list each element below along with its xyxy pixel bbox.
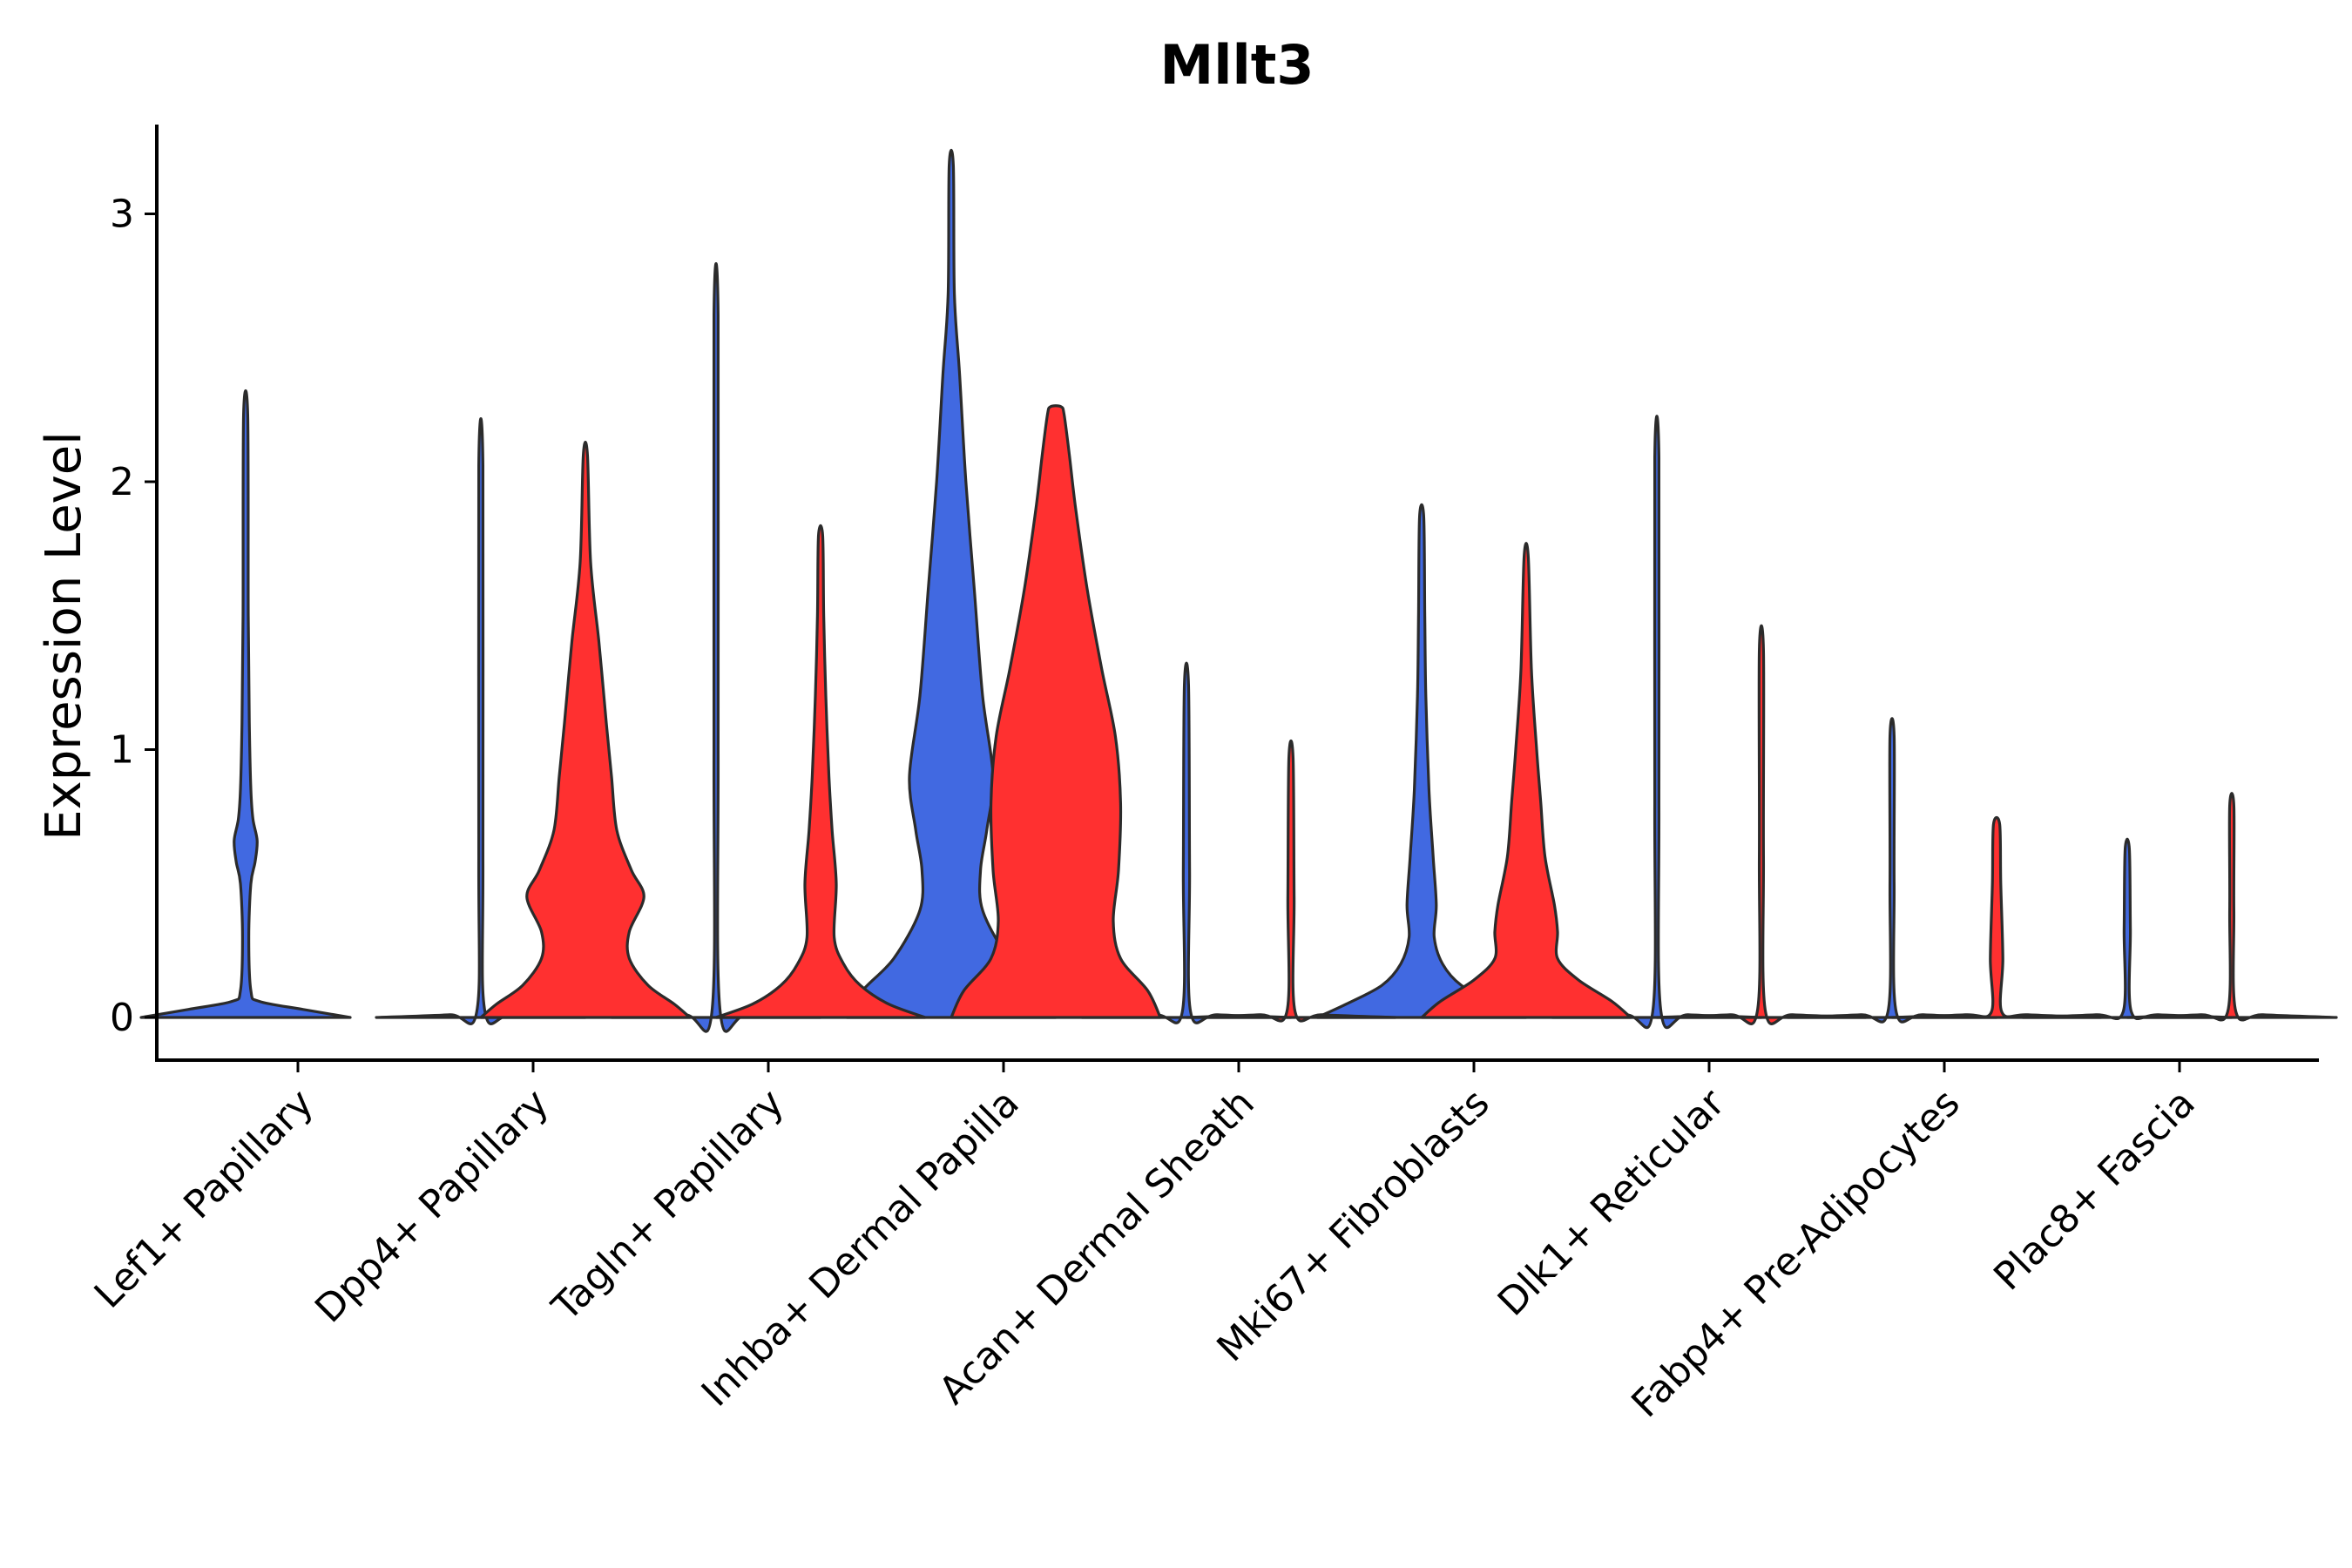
violin-1-plac8-fascia (2021, 837, 2234, 1021)
violin-1-acan-dermal-sheath (1080, 661, 1293, 1024)
y-axis-label: Expression Level (36, 431, 92, 841)
violin-1-tagln-papillary (610, 262, 822, 1033)
x-tick-label: Mki67+ Fibroblasts (1208, 1081, 1497, 1370)
violin-2-plac8-fascia (2126, 792, 2338, 1022)
y-tick-label: 0 (110, 996, 134, 1040)
chart-title: Mllt3 (1160, 33, 1315, 97)
violin-2-fabp4-pre-adipocytes (1890, 815, 2103, 1019)
violin-1-mki67-fibroblasts (1315, 503, 1528, 1019)
violin-2-dpp4-papillary (479, 440, 692, 1019)
x-tick-label: Dpp4+ Papillary (307, 1081, 558, 1332)
violin-1-fabp4-pre-adipocytes (1786, 717, 1998, 1024)
x-tick-label: Dlk1+ Reticular (1490, 1080, 1734, 1325)
y-tick-label: 1 (110, 728, 134, 773)
y-tick-label: 3 (110, 193, 134, 237)
violin-2-tagln-papillary (714, 524, 927, 1019)
x-tick-label: Tagln+ Papillary (544, 1081, 793, 1330)
violins-layer (139, 148, 2338, 1033)
violin-1-inhba-dermal-papilla (845, 148, 1058, 1019)
x-tick-label: Plac8+ Fascia (1985, 1081, 2204, 1300)
violin-2-acan-dermal-sheath (1185, 739, 1397, 1023)
y-tick-label: 2 (110, 460, 134, 504)
y-ticks: 0 1 2 3 (110, 193, 157, 1040)
x-tick-label: Lef1+ Papillary (86, 1081, 322, 1317)
violin-2-mki67-fibroblasts (1420, 541, 1632, 1019)
violin-1-dlk1-reticular (1551, 415, 1763, 1030)
violin-2-dlk1-reticular (1655, 625, 1868, 1025)
violin-1-lef1-papillary (139, 389, 352, 1019)
violin-2-inhba-dermal-papilla (950, 404, 1162, 1019)
